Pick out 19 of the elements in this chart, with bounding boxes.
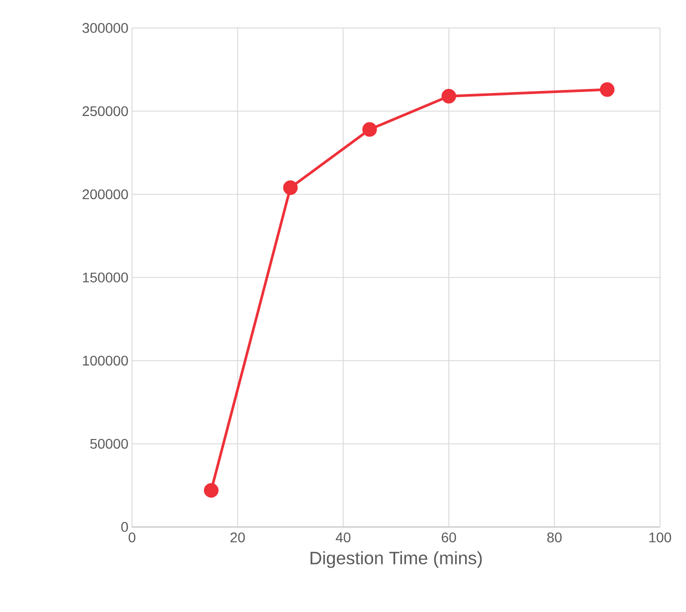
y-tick-label: 250000 — [82, 106, 128, 116]
y-tick-label: 150000 — [83, 272, 128, 282]
point — [442, 88, 456, 104]
x-tick-label: 100 — [649, 532, 672, 542]
y-tick-label: 300000 — [82, 23, 128, 33]
y-tick-label: 0 — [121, 522, 128, 532]
x-tick-label: 60 — [442, 532, 456, 542]
y-tick-label: 200000 — [82, 189, 128, 200]
x-tick-label: 20 — [230, 532, 245, 542]
point — [283, 180, 298, 195]
x-axis-title: Digestion Time (mins) — [310, 551, 482, 568]
x-tick-label: 80 — [547, 532, 562, 542]
point — [600, 82, 615, 97]
y-tick-label: 50000 — [90, 438, 128, 449]
y-tick-label: 100000 — [83, 356, 128, 366]
x-tick-label: 40 — [336, 532, 350, 542]
point — [362, 122, 377, 137]
point — [204, 483, 219, 498]
x-tick-label: 0 — [128, 532, 136, 542]
